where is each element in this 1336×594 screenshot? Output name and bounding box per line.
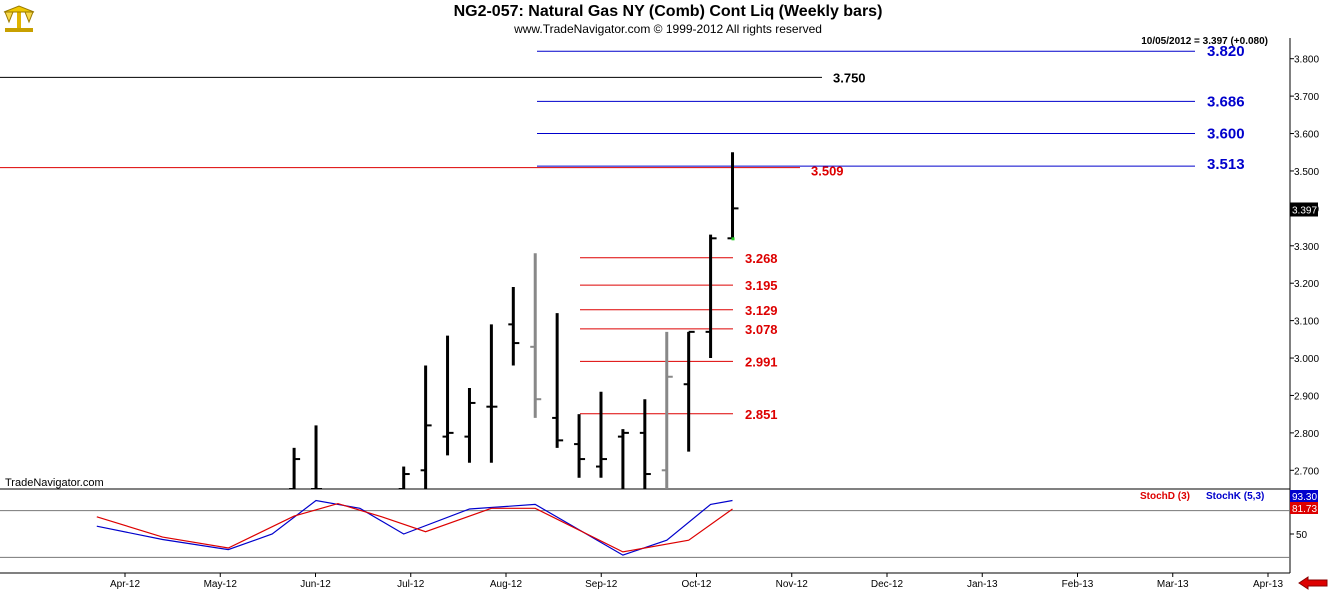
y-tick-label: 3.200 [1294,279,1319,290]
x-tick-label: Feb-13 [1062,579,1094,590]
ohlc-bar [552,313,564,448]
y-tick-label: 2.900 [1294,391,1319,402]
x-tick-label: Jun-12 [300,579,331,590]
y-tick-label: 3.700 [1294,92,1319,103]
level-label-red: 2.851 [745,407,778,422]
chart-subtitle: www.TradeNavigator.com © 1999-2012 All r… [514,22,822,36]
level-label-red: 3.509 [811,164,844,179]
x-tick-label: Mar-13 [1157,579,1189,590]
level-label-blue: 3.513 [1207,156,1245,173]
level-label-red: 2.991 [745,354,778,369]
stoch-value-tag [1290,490,1318,502]
last-price-label: 3.397 [1292,205,1317,216]
y-tick-label: 3.800 [1294,55,1319,66]
y-tick-label: 3.100 [1294,317,1319,328]
ohlc-bar [661,331,673,489]
level-label-red: 3.129 [745,303,778,318]
x-tick-label: Jan-13 [967,579,998,590]
last-quote: 10/05/2012 = 3.397 (+0.080) [1141,36,1268,47]
stoch-value-label: 81.73 [1292,504,1317,515]
x-tick-label: May-12 [204,579,238,590]
stoch-value-label: 93.30 [1292,492,1317,503]
level-label-blue: 3.820 [1207,43,1245,60]
level-label-blue: 3.600 [1207,126,1245,143]
ohlc-bar [442,335,454,456]
y-tick-label: 3.300 [1294,242,1319,253]
ohlc-bar [464,387,476,463]
level-label-red: 3.268 [745,251,778,266]
scroll-left-arrow-icon[interactable] [1298,576,1328,590]
ohlc-bar [508,286,520,366]
ohlc-bar [705,234,717,359]
level-label-black: 3.750 [833,70,866,85]
x-tick-label: Apr-12 [110,579,140,590]
stoch-line-red [96,502,733,553]
level-label-blue: 3.686 [1207,93,1245,110]
ohlc-bar [398,466,410,489]
ohlc-bar [486,324,498,463]
x-tick-label: Apr-13 [1253,579,1283,590]
legend-stochk[interactable]: StochK (5,3) [1206,491,1265,502]
chart-title: NG2-057: Natural Gas NY (Comb) Cont Liq … [453,3,883,20]
stoch-tick-label: 50 [1296,530,1308,541]
x-tick-label: Jul-12 [397,579,425,590]
level-label-red: 3.195 [745,278,778,293]
ohlc-bar [639,399,651,489]
stoch-line-blue [96,499,733,556]
ohlc-bar [420,365,432,489]
trade-navigator-logo-icon[interactable] [2,2,36,34]
y-tick-label: 3.500 [1294,167,1319,178]
watermark: TradeNavigator.com [5,477,104,489]
last-price-tag [1290,202,1318,217]
ohlc-bar [574,414,586,478]
x-tick-label: Oct-12 [681,579,711,590]
ohlc-bar [530,253,542,418]
x-tick-label: Dec-12 [871,579,904,590]
ohlc-bar [595,391,607,478]
level-label-red: 3.078 [745,322,778,337]
ohlc-bar [289,447,301,489]
x-tick-label: Nov-12 [776,579,809,590]
x-tick-label: Sep-12 [585,579,618,590]
ohlc-bar [311,425,323,489]
x-tick-label: Aug-12 [490,579,523,590]
stoch-value-tag [1290,502,1318,514]
y-tick-label: 3.600 [1294,130,1319,141]
ohlc-bar [683,330,695,452]
y-tick-label: 2.800 [1294,429,1319,440]
y-tick-label: 3.000 [1294,354,1319,365]
last-bar-marker [731,237,735,241]
legend-stochd[interactable]: StochD (3) [1140,491,1190,502]
y-tick-label: 2.700 [1294,466,1319,477]
ohlc-bar [617,429,629,489]
